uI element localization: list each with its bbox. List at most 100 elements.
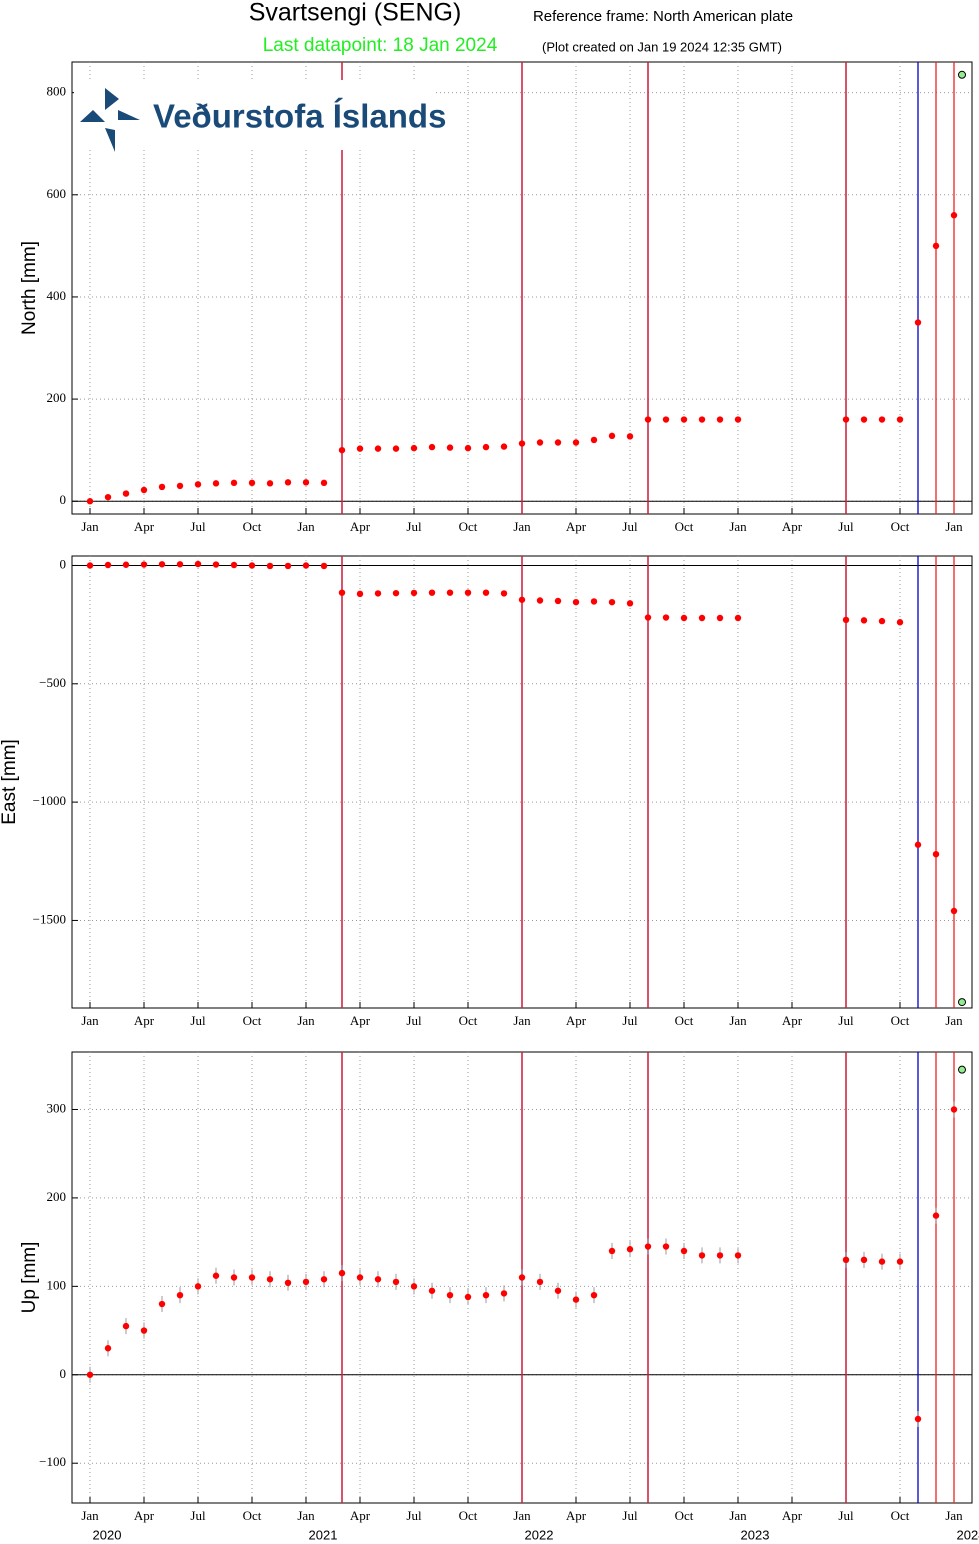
data-point	[608, 598, 616, 606]
panel: −100 0 100 200 300 Jan Apr Jul Oct Jan Apr Jul Oct Ja…	[19, 1051, 973, 1523]
x-tick-label: Jan	[81, 519, 99, 534]
data-point	[140, 1327, 148, 1334]
created-note: (Plot created on Jan 19 2024 12:35 GMT)	[542, 39, 782, 54]
x-tick-label: Jul	[622, 1508, 638, 1523]
x-tick-label: Jan	[81, 1013, 99, 1028]
y-axis-label: Up [mm]	[19, 1242, 40, 1314]
data-point	[158, 561, 166, 568]
data-point	[626, 1246, 634, 1253]
data-point	[248, 562, 256, 569]
x-tick-label: Oct	[675, 1013, 694, 1028]
data-point	[86, 1371, 94, 1378]
data-point	[482, 1291, 490, 1299]
data-point	[122, 490, 130, 497]
data-point	[644, 614, 652, 621]
x-tick-label: Apr	[782, 519, 803, 534]
x-tick-label: Jan	[297, 519, 315, 534]
data-point	[230, 479, 238, 487]
data-point	[860, 617, 868, 624]
data-point	[716, 614, 724, 622]
data-point	[410, 1283, 418, 1290]
y-tick-label: −1000	[33, 793, 66, 808]
data-point	[878, 617, 886, 625]
y-tick-label: 200	[47, 1189, 67, 1204]
data-point	[284, 479, 292, 486]
x-tick-label: Jul	[838, 1508, 854, 1523]
x-tick-label: Oct	[459, 1508, 478, 1523]
data-point	[158, 483, 166, 491]
data-point	[356, 1274, 364, 1281]
x-tick-label: Jul	[190, 1508, 206, 1523]
data-point	[392, 445, 400, 452]
year-label: 2022	[525, 1527, 554, 1542]
data-point	[932, 242, 940, 250]
panel: −1500 −1000 −500 0 Jan Apr Jul Oct Jan Apr Jul Oct J…	[0, 555, 973, 1028]
data-point	[518, 1274, 526, 1281]
x-tick-label: Jan	[297, 1013, 315, 1028]
data-point	[302, 479, 310, 486]
data-point	[572, 439, 580, 446]
x-tick-label: Apr	[350, 1508, 371, 1523]
data-point	[734, 614, 742, 622]
data-point	[662, 1243, 670, 1250]
y-tick-label: 200	[47, 390, 67, 405]
logo-text: Veðurstofa Íslands	[153, 98, 446, 135]
data-point	[266, 562, 274, 570]
data-point	[356, 590, 364, 598]
data-point	[338, 589, 346, 596]
data-point	[932, 1212, 940, 1219]
x-tick-label: Oct	[675, 1508, 694, 1523]
data-point	[194, 1283, 202, 1290]
data-point	[212, 561, 220, 568]
data-point	[590, 436, 598, 444]
x-tick-label: Oct	[675, 519, 694, 534]
x-tick-label: Jan	[297, 1508, 315, 1523]
y-tick-label: −500	[39, 675, 66, 690]
data-point	[194, 560, 202, 568]
x-tick-label: Apr	[350, 1013, 371, 1028]
data-point	[914, 1415, 922, 1423]
y-tick-label: 0	[60, 556, 67, 571]
data-point	[266, 480, 274, 487]
data-point	[122, 1322, 130, 1330]
x-tick-label: Apr	[134, 1013, 155, 1028]
x-tick-label: Jan	[945, 1013, 963, 1028]
y-axis-label: East [mm]	[0, 739, 20, 825]
data-point	[302, 562, 310, 569]
panel: 0 200 400 600 800 Jan Apr Jul Oct Jan Apr Jul Oct Jan…	[19, 61, 973, 534]
data-point	[392, 1278, 400, 1286]
data-point	[230, 561, 238, 569]
year-label: 2023	[741, 1527, 770, 1542]
data-point	[698, 614, 706, 622]
data-point	[140, 561, 148, 568]
year-label: 2020	[93, 1527, 122, 1542]
data-point	[212, 1272, 220, 1279]
data-point	[104, 561, 112, 569]
x-tick-label: Jan	[729, 1013, 747, 1028]
x-tick-label: Apr	[134, 1508, 155, 1523]
data-point	[194, 481, 202, 488]
data-point	[734, 416, 742, 423]
data-point	[518, 596, 526, 603]
data-point	[554, 439, 562, 446]
data-point	[950, 907, 958, 915]
last-point	[958, 70, 966, 79]
data-point	[500, 1290, 508, 1297]
x-tick-label: Oct	[459, 1013, 478, 1028]
x-tick-label: Jul	[622, 1013, 638, 1028]
x-tick-label: Apr	[566, 1013, 587, 1028]
data-point	[248, 1274, 256, 1281]
data-point	[914, 319, 922, 326]
data-point	[950, 1106, 958, 1113]
data-point	[680, 614, 688, 622]
data-point	[104, 493, 112, 501]
data-point	[122, 561, 130, 568]
y-axis-label: North [mm]	[19, 241, 40, 335]
y-tick-label: −100	[39, 1454, 66, 1469]
data-point	[338, 446, 346, 454]
data-point	[716, 1252, 724, 1259]
data-point	[896, 619, 904, 626]
data-point	[644, 416, 652, 423]
data-point	[302, 1278, 310, 1286]
